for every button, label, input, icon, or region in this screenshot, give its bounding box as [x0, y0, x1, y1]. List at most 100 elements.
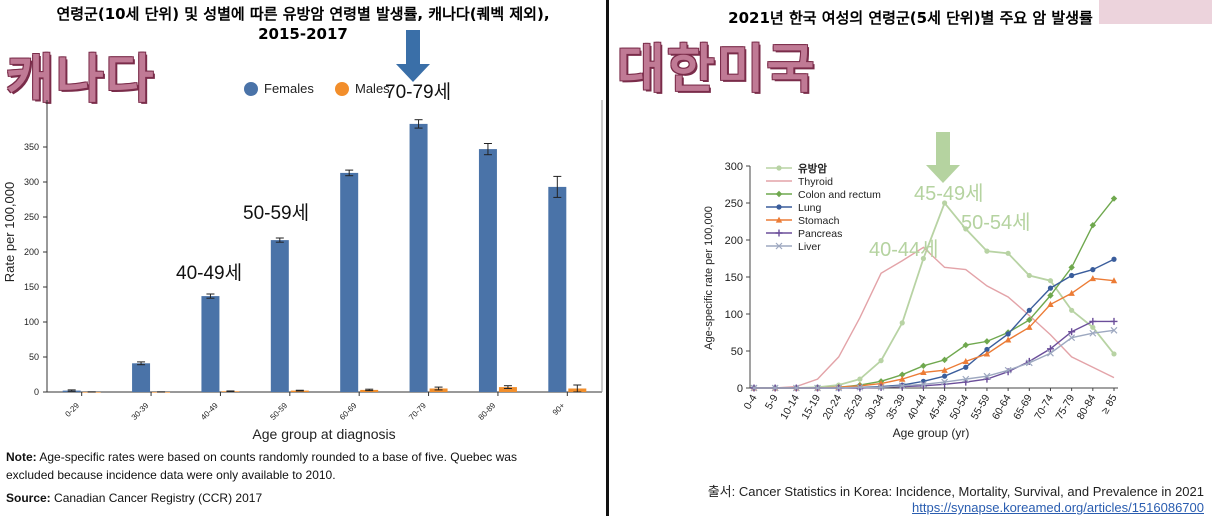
series-point	[898, 382, 906, 390]
series-point	[1025, 359, 1033, 367]
x-tick-label: 75-79	[1053, 392, 1077, 421]
series-point	[941, 373, 948, 379]
series-point	[771, 384, 779, 392]
canada-title-line1: 연령군(10세 단위) 및 성별에 따른 유방암 연령별 발생률, 캐나다(퀘벡…	[56, 5, 550, 23]
series-point	[941, 378, 949, 386]
x-tick-label: 30-34	[863, 392, 887, 421]
x-tick-label: 25-29	[842, 392, 866, 421]
legend-marker-females	[244, 82, 258, 96]
series-point	[1026, 323, 1033, 330]
series-point	[920, 362, 927, 369]
annotation-50-54: 50-54세	[961, 211, 1031, 234]
series-point	[962, 357, 969, 364]
series-point	[1047, 292, 1054, 299]
legend-swatch-marker	[775, 229, 783, 237]
canada-note: Note: Age-specific rates were based on c…	[6, 448, 526, 484]
canada-bar-chart: 0 50 100 150 200 250 300 350 Rate per 100,000 Age…	[2, 30, 603, 442]
series-point	[919, 382, 927, 390]
y-axis-title: Age-specific rate per 100,000	[703, 206, 715, 350]
x-tick-label: 45-49	[926, 392, 950, 421]
series-line	[754, 258, 1115, 389]
series-point	[750, 384, 758, 392]
legend-swatch-marker	[776, 165, 782, 171]
series-point	[1111, 256, 1117, 262]
series-point	[857, 376, 863, 382]
series-point	[1005, 331, 1011, 337]
series-point	[1005, 250, 1011, 256]
series-point	[1004, 336, 1012, 343]
source-citation: Cancer Statistics in Korea: Incidence, M…	[738, 484, 1204, 499]
bar-females	[132, 363, 151, 392]
series-point	[1046, 345, 1054, 353]
bar-females	[201, 296, 220, 392]
y-tick-label: 200	[725, 235, 743, 247]
series-point	[899, 320, 905, 326]
bar-females	[340, 172, 359, 392]
y-tick-label: 350	[24, 142, 39, 152]
y-tick-label: 250	[24, 212, 39, 222]
y-tick-label: 50	[29, 352, 39, 362]
legend-label: Colon and rectum	[798, 189, 881, 201]
series-point	[919, 380, 927, 388]
source-label: Source:	[6, 491, 51, 505]
x-tick-label: 70-79	[407, 401, 428, 422]
series-point	[1004, 366, 1012, 374]
x-tick-label: 35-39	[884, 392, 908, 421]
x-tick-label: 0-4	[742, 392, 760, 411]
korea-chart-title: 2021년 한국 여성의 연령군(5세 단위)별 주요 암 발생률	[728, 9, 1093, 27]
peak-arrow-head	[396, 64, 430, 82]
series-point	[984, 346, 990, 353]
series-point	[1026, 307, 1032, 313]
series-point	[1089, 275, 1097, 282]
series-point	[1047, 285, 1054, 291]
series-point	[941, 356, 948, 364]
series-6	[750, 326, 1118, 392]
x-tick-label: 40-49	[199, 401, 220, 422]
y-tick-label: 300	[24, 177, 39, 187]
bar-females	[409, 123, 428, 393]
series-point	[877, 383, 885, 391]
series-point	[1068, 289, 1075, 296]
legend-marker-males	[335, 82, 349, 96]
korea-source: 출서: Cancer Statistics in Korea: Incidenc…	[708, 484, 1204, 516]
series-point	[1111, 351, 1117, 357]
x-tick-label: 20-24	[820, 392, 844, 421]
source-prefix: 출서:	[707, 484, 736, 499]
y-tick-label: 100	[725, 309, 743, 321]
x-tick-label: 90+	[551, 401, 567, 417]
korea-line-chart: 0 50 100 150 200 250 300 Age-specific rate per …	[703, 132, 1120, 440]
y-tick-label: 150	[24, 282, 39, 292]
series-point	[792, 384, 800, 392]
series-point	[1110, 195, 1118, 202]
series-point	[1110, 317, 1118, 325]
x-tick-label: 30-39	[130, 401, 151, 422]
annotation-50-59: 50-59세	[243, 202, 309, 224]
series-point	[962, 375, 970, 383]
bar-males	[498, 387, 517, 392]
canada-big-label: 캐나다	[6, 50, 156, 110]
series-point	[1047, 300, 1054, 307]
series-5	[750, 317, 1118, 392]
series-point	[920, 369, 927, 376]
x-tick-label: 65-69	[1011, 392, 1035, 421]
series-point	[941, 200, 948, 206]
peak-arrow-shaft	[406, 30, 420, 64]
legend-label-females: Females	[264, 81, 314, 96]
series-3	[751, 256, 1117, 391]
series-4	[750, 275, 1118, 391]
series-point	[1110, 277, 1118, 284]
series-point	[1047, 349, 1054, 357]
annotation-45-49: 45-49세	[914, 182, 984, 205]
korea-panel: 2021년 한국 여성의 연령군(5세 단위)별 주요 암 발생률 대한미국 0…	[609, 0, 1212, 516]
legend-swatch-marker	[775, 216, 783, 223]
series-1	[754, 246, 1115, 389]
x-axis-title: Age group (yr)	[893, 426, 970, 440]
x-tick-label: ≥ 85	[1099, 392, 1120, 416]
series-point	[814, 384, 821, 392]
series-point	[1068, 334, 1076, 342]
source-link[interactable]: https://synapse.koreamed.org/articles/15…	[912, 500, 1204, 515]
y-tick-label: 0	[34, 387, 39, 397]
x-tick-label: 50-54	[948, 392, 972, 421]
legend-label: 유방암	[798, 162, 827, 175]
peak-arrow	[396, 30, 430, 82]
